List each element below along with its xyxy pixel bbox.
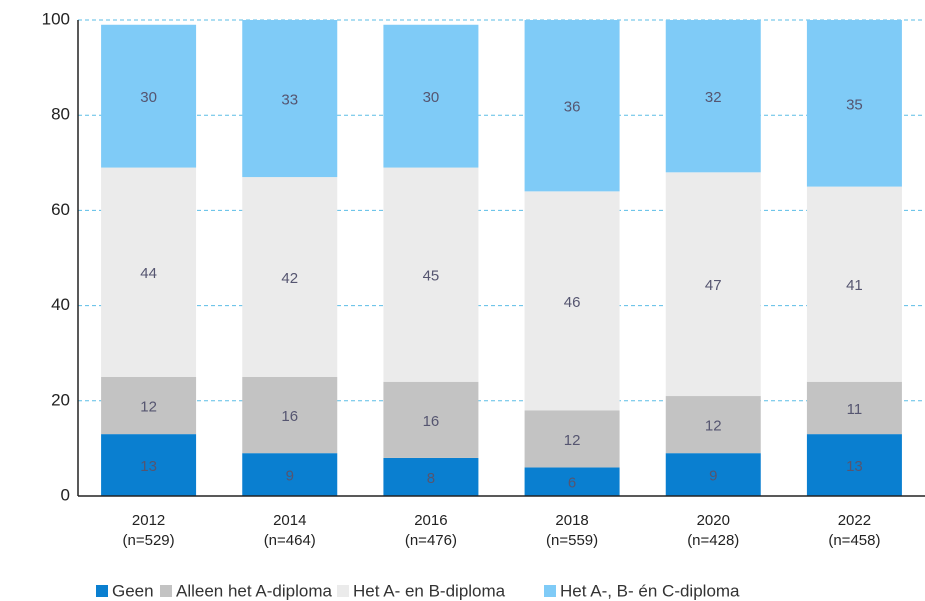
y-tick-label: 100 — [42, 9, 70, 28]
bar-segment — [383, 24, 479, 168]
bar-segment — [806, 20, 902, 187]
bar-segment — [524, 410, 620, 468]
legend-label: Geen — [112, 581, 154, 600]
bar-segment — [806, 381, 902, 435]
legend-label: Het A- en B-diploma — [353, 581, 506, 600]
bar-segment — [665, 172, 761, 397]
legend-label: Het A-, B- én C-diploma — [560, 581, 740, 600]
bar-segment — [524, 467, 620, 496]
x-tick-sublabel: (n=559) — [546, 532, 598, 549]
data-label: 13 — [846, 458, 863, 475]
x-tick-label: 2014 — [273, 512, 306, 529]
legend-swatch — [337, 585, 349, 597]
x-tick-sublabel: (n=428) — [687, 532, 739, 549]
bar-segment — [665, 453, 761, 496]
bar-segment — [665, 396, 761, 454]
data-label: 16 — [423, 413, 440, 430]
x-tick-label: 2018 — [555, 512, 588, 529]
x-tick-sublabel: (n=476) — [405, 532, 457, 549]
data-label: 41 — [846, 277, 863, 294]
data-label: 47 — [705, 277, 722, 294]
data-label: 9 — [286, 468, 294, 485]
data-label: 12 — [564, 432, 581, 449]
y-tick-label: 40 — [51, 295, 70, 314]
data-label: 36 — [564, 99, 581, 116]
data-label: 8 — [427, 470, 435, 487]
bar-segment — [383, 167, 479, 382]
bar-segment — [242, 377, 338, 454]
y-tick-label: 0 — [61, 485, 70, 504]
y-tick-label: 60 — [51, 200, 70, 219]
data-label: 13 — [140, 458, 157, 475]
x-tick-label: 2022 — [838, 512, 871, 529]
bar-segment — [524, 191, 620, 411]
bar-segment — [101, 24, 197, 168]
bar-segment — [242, 20, 338, 178]
data-label: 16 — [281, 408, 298, 425]
bar-segment — [665, 20, 761, 173]
bar-segment — [242, 177, 338, 377]
data-label: 32 — [705, 89, 722, 106]
data-label: 12 — [140, 399, 157, 416]
x-tick-label: 2020 — [697, 512, 730, 529]
data-label: 45 — [423, 268, 440, 285]
x-tick-sublabel: (n=458) — [828, 532, 880, 549]
bar-segment — [101, 434, 197, 496]
x-tick-label: 2016 — [414, 512, 447, 529]
bar-segment — [806, 434, 902, 496]
bar-segment — [383, 457, 479, 496]
data-label: 35 — [846, 96, 863, 113]
data-label: 30 — [140, 89, 157, 106]
x-tick-sublabel: (n=464) — [264, 532, 316, 549]
data-label: 12 — [705, 418, 722, 435]
legend-label: Alleen het A-diploma — [176, 581, 332, 600]
data-label: 46 — [564, 294, 581, 311]
bar-segment — [101, 377, 197, 435]
y-tick-label: 20 — [51, 390, 70, 409]
bar-segment — [101, 167, 197, 377]
x-tick-sublabel: (n=529) — [123, 532, 175, 549]
data-label: 9 — [709, 468, 717, 485]
data-label: 6 — [568, 475, 576, 492]
data-label: 42 — [281, 270, 298, 287]
data-label: 11 — [847, 401, 863, 418]
data-label: 33 — [281, 92, 298, 109]
bar-segment — [383, 381, 479, 458]
data-label: 30 — [423, 89, 440, 106]
bar-segment — [242, 453, 338, 496]
data-label: 44 — [140, 265, 157, 282]
bar-segment — [524, 20, 620, 192]
x-tick-label: 2012 — [132, 512, 165, 529]
bar-segment — [806, 186, 902, 382]
legend-swatch — [96, 585, 108, 597]
y-tick-label: 80 — [51, 105, 70, 124]
legend-swatch — [544, 585, 556, 597]
legend-swatch — [160, 585, 172, 597]
